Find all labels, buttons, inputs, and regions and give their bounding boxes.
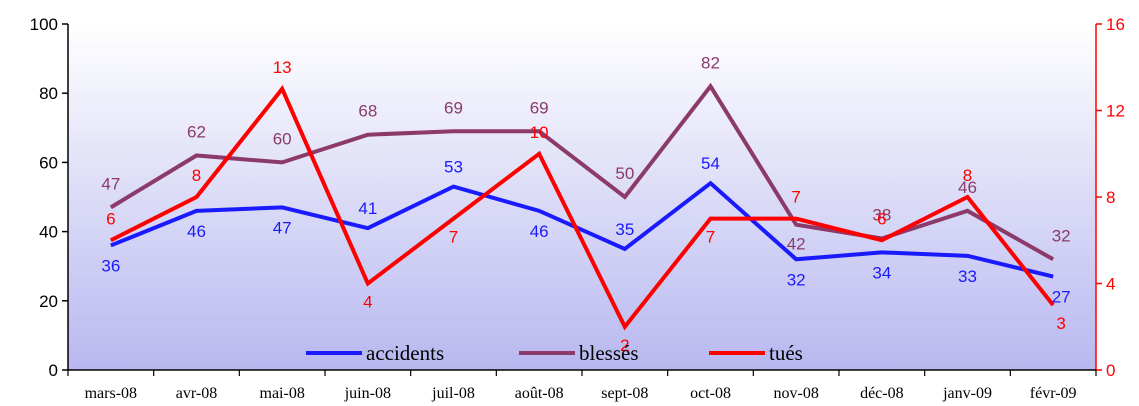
data-label-blessés: 38 (872, 206, 891, 225)
x-tick-label: juin-08 (344, 385, 391, 402)
data-label-blessés: 82 (701, 53, 720, 72)
series-layer (109, 82, 1055, 331)
right-tick-label: 16 (1106, 15, 1125, 34)
data-label-tués: 6 (106, 209, 115, 228)
data-label-accidents: 34 (872, 263, 891, 282)
data-label-accidents: 53 (444, 158, 463, 177)
plot-area (68, 24, 1096, 370)
data-label-blessés: 69 (530, 98, 549, 117)
right-tick-label: 0 (1106, 361, 1115, 380)
left-tick-label: 20 (39, 292, 58, 311)
series-line-tués (109, 85, 1055, 331)
data-label-accidents: 32 (787, 270, 806, 289)
data-label-tués: 3 (1056, 314, 1065, 333)
x-axis: mars-08 avr-08 mai-08 juin-08 juil-08 août-08… (67, 369, 1097, 402)
data-label-blessés: 69 (444, 98, 463, 117)
x-tick-label: août-08 (515, 385, 564, 402)
data-label-tués: 4 (363, 293, 372, 312)
x-tick-label: juil-08 (431, 385, 475, 402)
data-label-tués: 8 (963, 166, 972, 185)
data-label-accidents: 54 (701, 154, 720, 173)
data-label-tués: 6 (877, 209, 886, 228)
data-label-accidents: 47 (273, 218, 292, 237)
left-tick-label: 0 (49, 361, 58, 380)
data-label-tués: 2 (620, 336, 629, 355)
x-tick-label: déc-08 (860, 385, 904, 402)
series-line-accidents (110, 180, 1054, 279)
legend-label-accidents: accidents (366, 341, 444, 365)
data-label-blessés: 62 (187, 122, 206, 141)
left-tick-label: 100 (30, 15, 58, 34)
data-label-blessés: 60 (273, 129, 292, 148)
data-label-accidents: 27 (1052, 288, 1071, 307)
x-tick-label: janv-09 (942, 385, 992, 402)
x-tick-label: oct-08 (690, 385, 731, 402)
right-tick-label: 8 (1106, 188, 1115, 207)
data-label-tués: 7 (706, 228, 715, 247)
data-label-accidents: 46 (187, 222, 206, 241)
data-label-blessés: 32 (1052, 226, 1071, 245)
data-label-tués: 8 (192, 166, 201, 185)
legend-label-blessés: blessés (579, 341, 639, 365)
right-tick-label: 4 (1106, 275, 1115, 294)
data-label-blessés: 42 (787, 235, 806, 254)
x-tick-label: mai-08 (260, 385, 305, 402)
data-label-blessés: 47 (101, 174, 120, 193)
x-tick-label: sept-08 (601, 385, 648, 402)
left-tick-label: 40 (39, 223, 58, 242)
data-label-tués: 13 (273, 58, 292, 77)
legend: accidents blessés tués (306, 341, 803, 365)
right-y-axis: 0 4 8 12 16 (1095, 15, 1125, 380)
left-tick-label: 60 (39, 153, 58, 172)
right-tick-label: 12 (1106, 102, 1125, 121)
left-y-axis: 0 20 40 60 80 100 (30, 15, 69, 380)
data-label-tués: 7 (791, 188, 800, 207)
data-label-blessés: 46 (958, 178, 977, 197)
data-label-accidents: 35 (615, 220, 634, 239)
data-label-accidents: 41 (358, 199, 377, 218)
data-label-accidents: 46 (530, 222, 549, 241)
data-label-blessés: 68 (358, 102, 377, 121)
legend-label-tués: tués (769, 341, 803, 365)
x-tick-label: févr-09 (1030, 385, 1077, 402)
data-label-accidents: 33 (958, 267, 977, 286)
data-label-tués: 7 (449, 228, 458, 247)
data-label-blessés: 50 (615, 164, 634, 183)
x-tick-label: avr-08 (176, 385, 217, 402)
left-tick-label: 80 (39, 84, 58, 103)
data-label-tués: 10 (530, 123, 549, 142)
x-tick-label: nov-08 (774, 385, 819, 402)
x-tick-label: mars-08 (85, 385, 137, 402)
data-label-accidents: 36 (101, 256, 120, 275)
